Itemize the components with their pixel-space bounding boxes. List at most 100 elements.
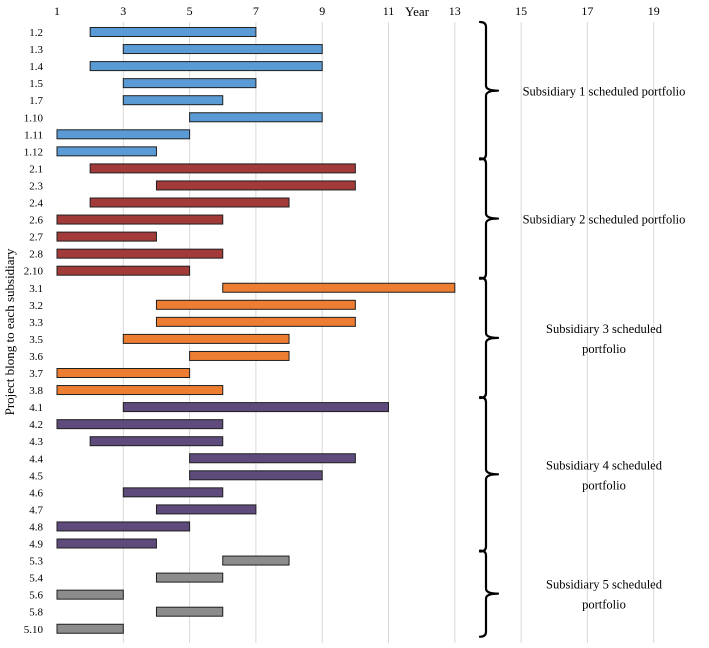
x-axis-ticks: 1 3 5 7 9 11 13 15 17 19 — [54, 4, 660, 18]
category-label: 4.6 — [29, 487, 43, 499]
task-bar — [56, 214, 224, 225]
category-label: 1.11 — [24, 129, 43, 141]
task-bar — [56, 419, 224, 430]
category-label: 2.10 — [24, 266, 44, 278]
category-label: 5.3 — [29, 556, 43, 568]
category-label: 4.9 — [29, 539, 43, 551]
category-label: 5.6 — [29, 590, 43, 602]
group-label: Subsidiary 2 scheduled portfolio — [523, 213, 686, 227]
category-label: 1.2 — [29, 27, 43, 39]
group-label: Subsidiary 5 scheduled portfolio — [546, 578, 663, 612]
task-bar — [89, 61, 323, 72]
task-bar — [122, 95, 224, 106]
category-label: 3.2 — [29, 300, 43, 312]
category-label: 3.6 — [29, 351, 43, 363]
task-bars — [56, 27, 456, 634]
task-bar — [89, 436, 224, 447]
category-label: 1.5 — [29, 78, 43, 90]
x-tick-label: 5 — [187, 4, 193, 18]
task-bar — [89, 27, 257, 37]
category-label: 3.8 — [29, 385, 43, 397]
x-tick-label: 15 — [515, 4, 527, 18]
group-label: Subsidiary 3 scheduled portfolio — [546, 322, 663, 356]
group-label: Subsidiary 1 scheduled portfolio — [523, 85, 686, 99]
task-bar — [56, 248, 224, 259]
category-label: 3.3 — [29, 317, 43, 329]
group-brace — [478, 20, 500, 161]
category-label: 2.8 — [29, 249, 43, 261]
category-label: 2.3 — [29, 180, 43, 192]
task-bar — [155, 180, 356, 191]
category-label: 1.12 — [24, 146, 43, 158]
x-tick-label: 3 — [120, 4, 126, 18]
x-tick-label: 7 — [253, 4, 259, 18]
category-label: 4.5 — [29, 470, 43, 482]
category-label: 2.1 — [29, 163, 43, 175]
task-bar — [56, 146, 157, 157]
task-bar — [56, 521, 191, 532]
category-label: 5.8 — [29, 607, 43, 619]
x-tick-label: 17 — [581, 4, 593, 18]
group-braces — [478, 20, 500, 638]
category-label: 5.10 — [24, 624, 44, 636]
task-bar — [189, 453, 356, 464]
task-bar — [155, 504, 257, 515]
task-bar — [122, 78, 257, 89]
x-axis-title: Year — [405, 4, 430, 19]
category-label: 4.1 — [29, 402, 43, 414]
gridlines — [122, 22, 655, 643]
group-brace — [478, 157, 500, 280]
category-label: 2.7 — [29, 232, 43, 244]
category-label: 3.1 — [29, 283, 43, 295]
category-label: 4.2 — [29, 419, 43, 431]
task-bar — [122, 487, 224, 498]
category-label: 4.7 — [29, 504, 43, 516]
group-labels: Subsidiary 1 scheduled portfolio Subsidia… — [523, 85, 686, 612]
task-bar — [122, 333, 290, 344]
x-tick-label: 1 — [54, 4, 60, 18]
category-label: 4.4 — [29, 453, 43, 465]
category-label: 1.7 — [29, 95, 43, 107]
category-label: 1.3 — [29, 44, 43, 56]
task-bar — [56, 129, 191, 140]
group-brace — [478, 396, 500, 553]
group-label: Subsidiary 4 scheduled portfolio — [546, 458, 663, 492]
category-label: 1.10 — [24, 112, 44, 124]
task-bar — [89, 197, 290, 208]
category-label: 3.7 — [29, 368, 43, 380]
category-label: 5.4 — [29, 573, 43, 585]
task-bar — [56, 265, 191, 276]
task-bar — [155, 299, 356, 310]
category-label: 3.5 — [29, 334, 43, 346]
task-bar — [122, 44, 323, 55]
task-bar — [189, 470, 323, 481]
x-tick-label: 19 — [648, 4, 660, 18]
category-label: 2.4 — [29, 198, 43, 210]
task-bar — [155, 606, 224, 617]
category-label: 1.4 — [29, 61, 43, 73]
group-brace — [478, 276, 500, 400]
group-brace — [478, 549, 500, 638]
category-label: 2.6 — [29, 215, 43, 227]
task-bar — [189, 112, 323, 123]
task-bar — [56, 623, 124, 634]
task-bar — [155, 572, 224, 583]
task-bar — [222, 282, 456, 293]
task-bar — [89, 163, 356, 174]
category-label: 4.8 — [29, 521, 43, 533]
x-tick-label: 9 — [319, 4, 325, 18]
y-axis-category-labels: 1.2 1.3 1.4 1.5 1.7 1.10 1.11 1.12 2.1 2.3 2.4 2.6 2… — [24, 27, 44, 636]
task-bar — [56, 538, 157, 549]
task-bar — [189, 350, 290, 361]
task-bar — [122, 402, 390, 413]
task-bar — [222, 555, 290, 566]
y-axis-title: Project blong to each subsidiary — [2, 248, 17, 415]
task-bar — [56, 385, 224, 396]
x-tick-label: 13 — [449, 4, 461, 18]
category-label: 4.3 — [29, 436, 43, 448]
task-bar — [56, 589, 124, 600]
task-bar — [56, 368, 191, 378]
task-bar — [155, 316, 356, 327]
